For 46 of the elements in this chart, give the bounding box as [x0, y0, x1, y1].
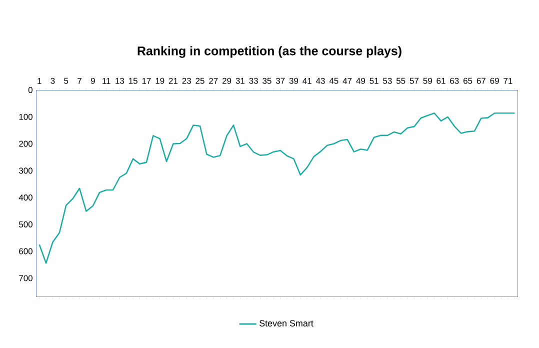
- y-tick-label: 200: [19, 140, 32, 147]
- x-tick-label: 19: [156, 78, 164, 84]
- x-tick-label: 69: [490, 78, 499, 84]
- x-tick-label: 7: [78, 78, 82, 84]
- x-tick-label: 35: [262, 78, 272, 84]
- x-tick-label: 23: [182, 78, 191, 84]
- x-tick-label: 57: [410, 78, 419, 84]
- x-tick-label: 9: [90, 78, 95, 84]
- x-tick-label: 1: [38, 78, 42, 84]
- x-tick-label: 21: [168, 78, 178, 84]
- x-tick-label: 71: [504, 78, 512, 84]
- y-tick-label: 700: [19, 275, 32, 282]
- x-tick-label: 11: [102, 78, 110, 84]
- y-tick-label: 0: [28, 87, 32, 93]
- chart-title: Ranking in competition (as the course plays): [138, 46, 402, 58]
- x-tick-label: 15: [129, 78, 138, 84]
- x-tick-label: 55: [396, 78, 406, 84]
- x-tick-label: 67: [476, 78, 486, 84]
- x-tick-label: 45: [329, 78, 338, 84]
- x-tick-label: 33: [249, 78, 258, 84]
- x-tick-label: 51: [370, 78, 378, 84]
- y-tick-label: 500: [19, 221, 32, 228]
- x-tick-label: 29: [222, 78, 232, 84]
- y-tick-label: 100: [19, 114, 32, 120]
- x-tick-label: 59: [423, 78, 432, 84]
- x-tick-label: 25: [196, 78, 204, 84]
- x-tick-label: 3: [50, 78, 55, 84]
- x-tick-label: 41: [302, 78, 312, 84]
- x-tick-label: 47: [342, 78, 352, 84]
- x-tick-label: 63: [450, 78, 459, 84]
- x-tick-label: 17: [142, 78, 151, 84]
- x-tick-label: 27: [209, 78, 218, 84]
- x-tick-label: 37: [276, 78, 285, 84]
- y-tick-label: 600: [19, 248, 32, 254]
- x-tick-label: 53: [383, 78, 392, 84]
- x-tick-label: 43: [316, 78, 325, 84]
- x-tick-label: 39: [289, 78, 298, 84]
- x-tick-label: 65: [464, 78, 472, 84]
- x-tick-label: 49: [356, 78, 365, 84]
- legend-label: Steven Smart: [260, 320, 314, 326]
- y-tick-label: 400: [18, 194, 32, 201]
- x-tick-label: 13: [116, 78, 124, 84]
- x-tick-label: 5: [64, 78, 68, 84]
- x-tick-label: 61: [436, 78, 446, 84]
- x-tick-label: 31: [236, 78, 244, 84]
- y-tick-label: 300: [19, 168, 32, 174]
